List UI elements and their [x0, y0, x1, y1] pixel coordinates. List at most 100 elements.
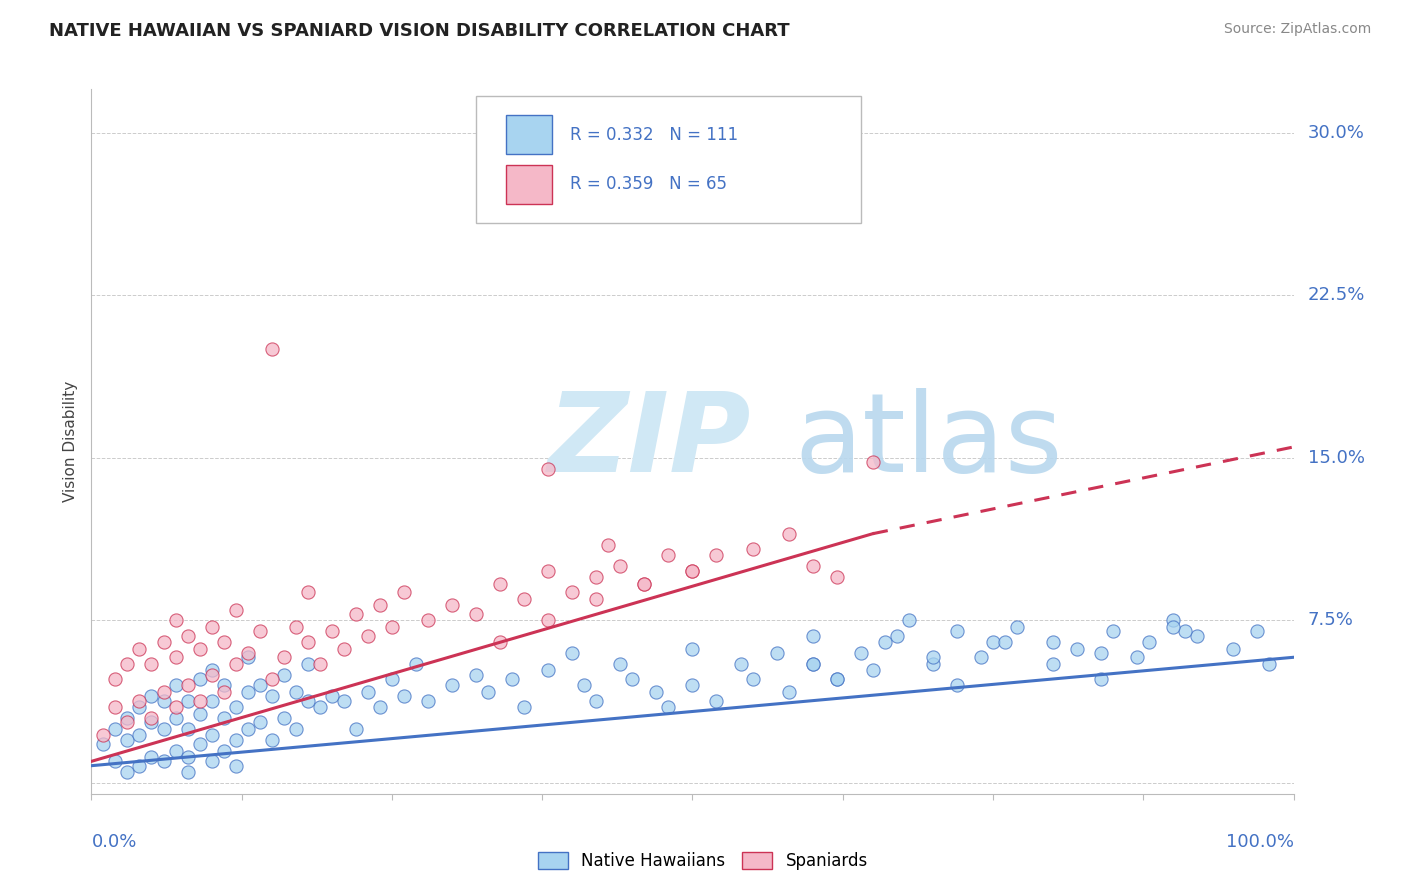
Point: [176, 678, 198, 692]
Point: [681, 678, 703, 692]
Point: [117, 711, 139, 725]
Point: [489, 576, 512, 591]
Point: [93, 737, 115, 751]
Point: [825, 570, 848, 584]
Point: [801, 629, 824, 643]
Text: Source: ZipAtlas.com: Source: ZipAtlas.com: [1223, 22, 1371, 37]
Point: [141, 750, 163, 764]
Point: [357, 685, 380, 699]
Point: [201, 693, 224, 707]
Point: [1042, 635, 1064, 649]
Point: [585, 591, 607, 606]
Point: [392, 585, 415, 599]
Point: [886, 629, 908, 643]
Point: [368, 700, 391, 714]
Point: [1246, 624, 1268, 639]
Point: [368, 599, 391, 613]
Point: [236, 722, 259, 736]
Point: [873, 635, 896, 649]
FancyBboxPatch shape: [477, 96, 860, 223]
Point: [598, 537, 620, 551]
Point: [236, 646, 259, 660]
Point: [1042, 657, 1064, 671]
Point: [1102, 624, 1125, 639]
Point: [176, 765, 198, 780]
Point: [681, 564, 703, 578]
Point: [212, 743, 235, 757]
Point: [152, 755, 174, 769]
Point: [1258, 657, 1281, 671]
Point: [152, 685, 174, 699]
Point: [212, 678, 235, 692]
Point: [152, 693, 174, 707]
Point: [681, 641, 703, 656]
Point: [633, 576, 655, 591]
Point: [609, 657, 631, 671]
Point: [165, 743, 187, 757]
Text: NATIVE HAWAIIAN VS SPANIARD VISION DISABILITY CORRELATION CHART: NATIVE HAWAIIAN VS SPANIARD VISION DISAB…: [49, 22, 790, 40]
Point: [260, 732, 283, 747]
Point: [730, 657, 752, 671]
Legend: Native Hawaiians, Spaniards: Native Hawaiians, Spaniards: [531, 845, 875, 877]
Point: [104, 700, 127, 714]
Point: [165, 711, 187, 725]
Point: [212, 635, 235, 649]
Point: [1126, 650, 1149, 665]
Point: [284, 620, 307, 634]
Point: [645, 685, 668, 699]
Point: [561, 585, 583, 599]
Point: [621, 672, 644, 686]
Point: [117, 657, 139, 671]
Bar: [506, 115, 551, 154]
Point: [188, 737, 211, 751]
Point: [1005, 620, 1028, 634]
Point: [201, 663, 224, 677]
Point: [537, 663, 560, 677]
Point: [176, 693, 198, 707]
Point: [574, 678, 596, 692]
Point: [489, 635, 512, 649]
Point: [333, 693, 356, 707]
Point: [1090, 646, 1112, 660]
Point: [249, 678, 271, 692]
Point: [657, 700, 679, 714]
Point: [825, 672, 848, 686]
Point: [225, 700, 247, 714]
Point: [501, 672, 523, 686]
Text: ZIP: ZIP: [548, 388, 752, 495]
Point: [633, 576, 655, 591]
Point: [141, 711, 163, 725]
Point: [128, 758, 150, 772]
Point: [188, 672, 211, 686]
Point: [416, 614, 439, 628]
Text: 7.5%: 7.5%: [1308, 611, 1354, 630]
Point: [201, 755, 224, 769]
Point: [152, 722, 174, 736]
Point: [801, 657, 824, 671]
Point: [1187, 629, 1209, 643]
Point: [93, 728, 115, 742]
Point: [465, 667, 488, 681]
Y-axis label: Vision Disability: Vision Disability: [63, 381, 79, 502]
Point: [946, 678, 969, 692]
Point: [862, 455, 884, 469]
Text: 30.0%: 30.0%: [1308, 124, 1365, 142]
Point: [188, 706, 211, 721]
Point: [585, 693, 607, 707]
Point: [849, 646, 872, 660]
Point: [260, 672, 283, 686]
Point: [165, 650, 187, 665]
Point: [381, 620, 404, 634]
Point: [922, 650, 945, 665]
Point: [981, 635, 1004, 649]
Point: [585, 570, 607, 584]
Point: [128, 693, 150, 707]
Point: [201, 620, 224, 634]
Point: [176, 722, 198, 736]
Point: [284, 685, 307, 699]
Point: [225, 732, 247, 747]
Point: [1161, 614, 1184, 628]
Point: [128, 728, 150, 742]
Point: [273, 667, 295, 681]
Point: [249, 715, 271, 730]
